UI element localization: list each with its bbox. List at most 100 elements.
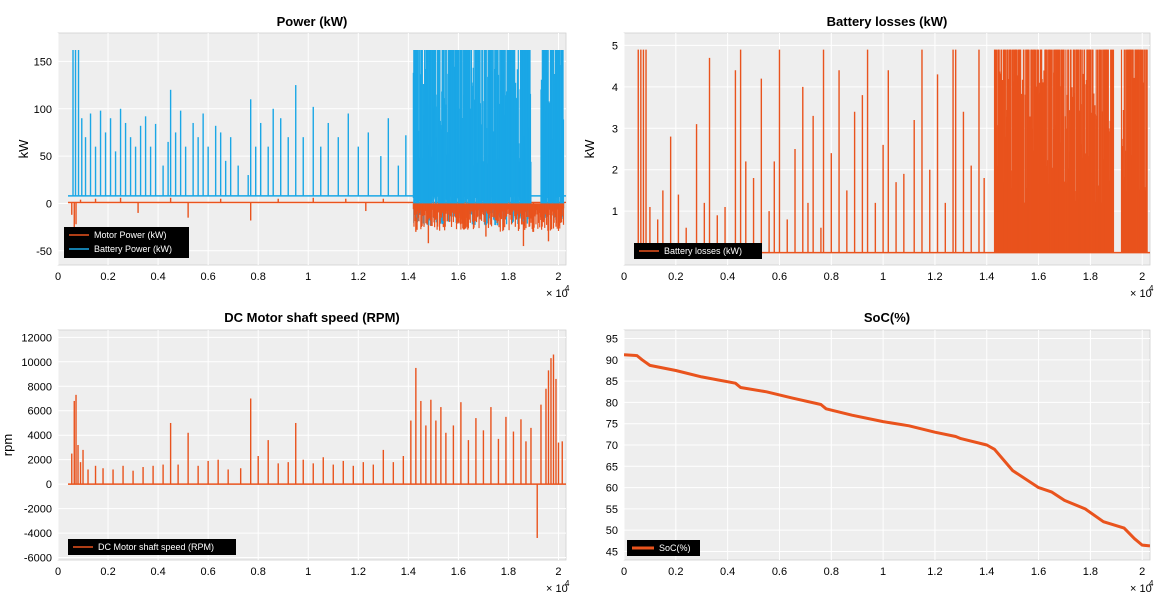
x-tick-label: 0.6 xyxy=(772,271,787,283)
x-tick-label: 1.4 xyxy=(401,566,416,578)
x-tick-label: 1.4 xyxy=(979,566,994,578)
x-tick-label: 1.8 xyxy=(501,566,516,578)
x-tick-label: 2 xyxy=(1139,271,1145,283)
y-tick-label: 4 xyxy=(612,82,618,94)
legend: DC Motor shaft speed (RPM) xyxy=(68,539,236,555)
chart-title: SoC(%) xyxy=(864,310,910,325)
x-tick-label: 0.4 xyxy=(150,271,165,283)
x-tick-label: 1.6 xyxy=(1031,271,1046,283)
x-exponent-power: 4 xyxy=(1149,579,1154,588)
x-tick-label: 1.6 xyxy=(451,566,466,578)
chart-motor_speed: DC Motor shaft speed (RPM) 0 0.2 0.4 0.6 0.8 1… xyxy=(0,310,570,593)
x-tick-label: 2 xyxy=(1139,566,1145,578)
y-tick-label: 90 xyxy=(606,355,618,367)
x-tick-label: 0 xyxy=(55,566,61,578)
y-tick-label: -6000 xyxy=(24,553,52,565)
x-tick-label: 0 xyxy=(621,271,627,283)
chart-power: Power (kW) 0 0.2 0.4 0.6 0.8 1 1.2 1.4 1.6 1.8 2 -50… xyxy=(16,14,570,300)
y-tick-label: 0 xyxy=(46,479,52,491)
y-tick-label: 70 xyxy=(606,440,618,452)
x-tick-label: 0.6 xyxy=(772,566,787,578)
y-tick-label: 0 xyxy=(46,198,52,210)
x-tick-label: 1.8 xyxy=(501,271,516,283)
y-tick-label: 55 xyxy=(606,504,618,516)
x-tick-label: 0.4 xyxy=(720,271,735,283)
y-tick-label: 6000 xyxy=(28,406,52,418)
y-tick-label: 45 xyxy=(606,546,618,558)
y-tick-label: 75 xyxy=(606,419,618,431)
x-tick-label: 0.2 xyxy=(100,271,115,283)
y-tick-label: 150 xyxy=(34,56,52,68)
y-tick-label: 5 xyxy=(612,40,618,52)
legend-label: Battery Power (kW) xyxy=(94,244,172,254)
x-tick-label: 1.6 xyxy=(1031,566,1046,578)
x-tick-label: 1.2 xyxy=(927,271,942,283)
y-tick-label: 95 xyxy=(606,334,618,346)
y-tick-label: 60 xyxy=(606,483,618,495)
x-tick-label: 0 xyxy=(55,271,61,283)
y-tick-label: 50 xyxy=(606,525,618,537)
x-tick-label: 0.8 xyxy=(251,566,266,578)
chart-title: DC Motor shaft speed (RPM) xyxy=(224,310,400,325)
x-tick-label: 1.4 xyxy=(979,271,994,283)
x-tick-label: 2 xyxy=(555,566,561,578)
x-tick-label: 0.2 xyxy=(668,271,683,283)
legend-label: DC Motor shaft speed (RPM) xyxy=(98,542,214,552)
x-tick-label: 2 xyxy=(555,271,561,283)
y-tick-label: 4000 xyxy=(28,430,52,442)
x-tick-label: 1 xyxy=(305,566,311,578)
y-tick-label: 65 xyxy=(606,461,618,473)
x-tick-label: 0.4 xyxy=(150,566,165,578)
y-axis-label: kW xyxy=(16,139,31,159)
x-tick-label: 0.2 xyxy=(668,566,683,578)
y-tick-label: 2000 xyxy=(28,455,52,467)
y-tick-label: -4000 xyxy=(24,528,52,540)
x-tick-label: 1.2 xyxy=(351,566,366,578)
y-tick-label: 85 xyxy=(606,376,618,388)
x-tick-label: 0.8 xyxy=(824,271,839,283)
x-tick-label: 0.4 xyxy=(720,566,735,578)
y-tick-label: 8000 xyxy=(28,381,52,393)
legend: Battery losses (kW) xyxy=(634,243,762,259)
chart-battery_losses: Battery losses (kW) 0 0.2 0.4 0.6 0.8 1 1.2 1.4 1… xyxy=(582,14,1154,300)
legend: Motor Power (kW) Battery Power (kW) xyxy=(64,227,189,258)
legend-label: SoC(%) xyxy=(659,543,691,553)
legend: SoC(%) xyxy=(627,540,700,556)
y-tick-label: 10000 xyxy=(21,357,52,369)
y-tick-label: 3 xyxy=(612,123,618,135)
y-axis-label: rpm xyxy=(0,434,15,456)
x-tick-label: 1.2 xyxy=(351,271,366,283)
y-tick-label: -50 xyxy=(36,246,52,258)
y-tick-label: 100 xyxy=(34,104,52,116)
x-tick-label: 1 xyxy=(305,271,311,283)
x-tick-label: 1 xyxy=(880,566,886,578)
x-exponent-power: 4 xyxy=(1149,284,1154,293)
x-tick-label: 0.6 xyxy=(200,566,215,578)
x-tick-label: 1.8 xyxy=(1083,566,1098,578)
y-tick-label: 80 xyxy=(606,397,618,409)
y-tick-label: 12000 xyxy=(21,332,52,344)
x-tick-label: 0.2 xyxy=(100,566,115,578)
x-exponent-power: 4 xyxy=(565,284,570,293)
x-tick-label: 0.6 xyxy=(200,271,215,283)
x-tick-label: 0 xyxy=(621,566,627,578)
y-axis-label: kW xyxy=(582,139,597,159)
x-tick-label: 0.8 xyxy=(251,271,266,283)
plot-area xyxy=(58,330,566,560)
y-tick-label: 50 xyxy=(40,151,52,163)
x-exponent-power: 4 xyxy=(565,579,570,588)
x-tick-label: 0.8 xyxy=(824,566,839,578)
x-tick-label: 1.4 xyxy=(401,271,416,283)
x-tick-label: 1.6 xyxy=(451,271,466,283)
chart-title: Battery losses (kW) xyxy=(827,14,948,29)
x-tick-label: 1.2 xyxy=(927,566,942,578)
y-tick-label: 2 xyxy=(612,165,618,177)
legend-label: Motor Power (kW) xyxy=(94,230,167,240)
y-tick-label: 1 xyxy=(612,206,618,218)
x-tick-label: 1 xyxy=(880,271,886,283)
chart-title: Power (kW) xyxy=(277,14,348,29)
x-tick-label: 1.8 xyxy=(1083,271,1098,283)
chart-soc: SoC(%) 0 0.2 0.4 0.6 0.8 1 1.2 1.4 1.6 1.8 2 45 50 55 6… xyxy=(606,310,1154,593)
